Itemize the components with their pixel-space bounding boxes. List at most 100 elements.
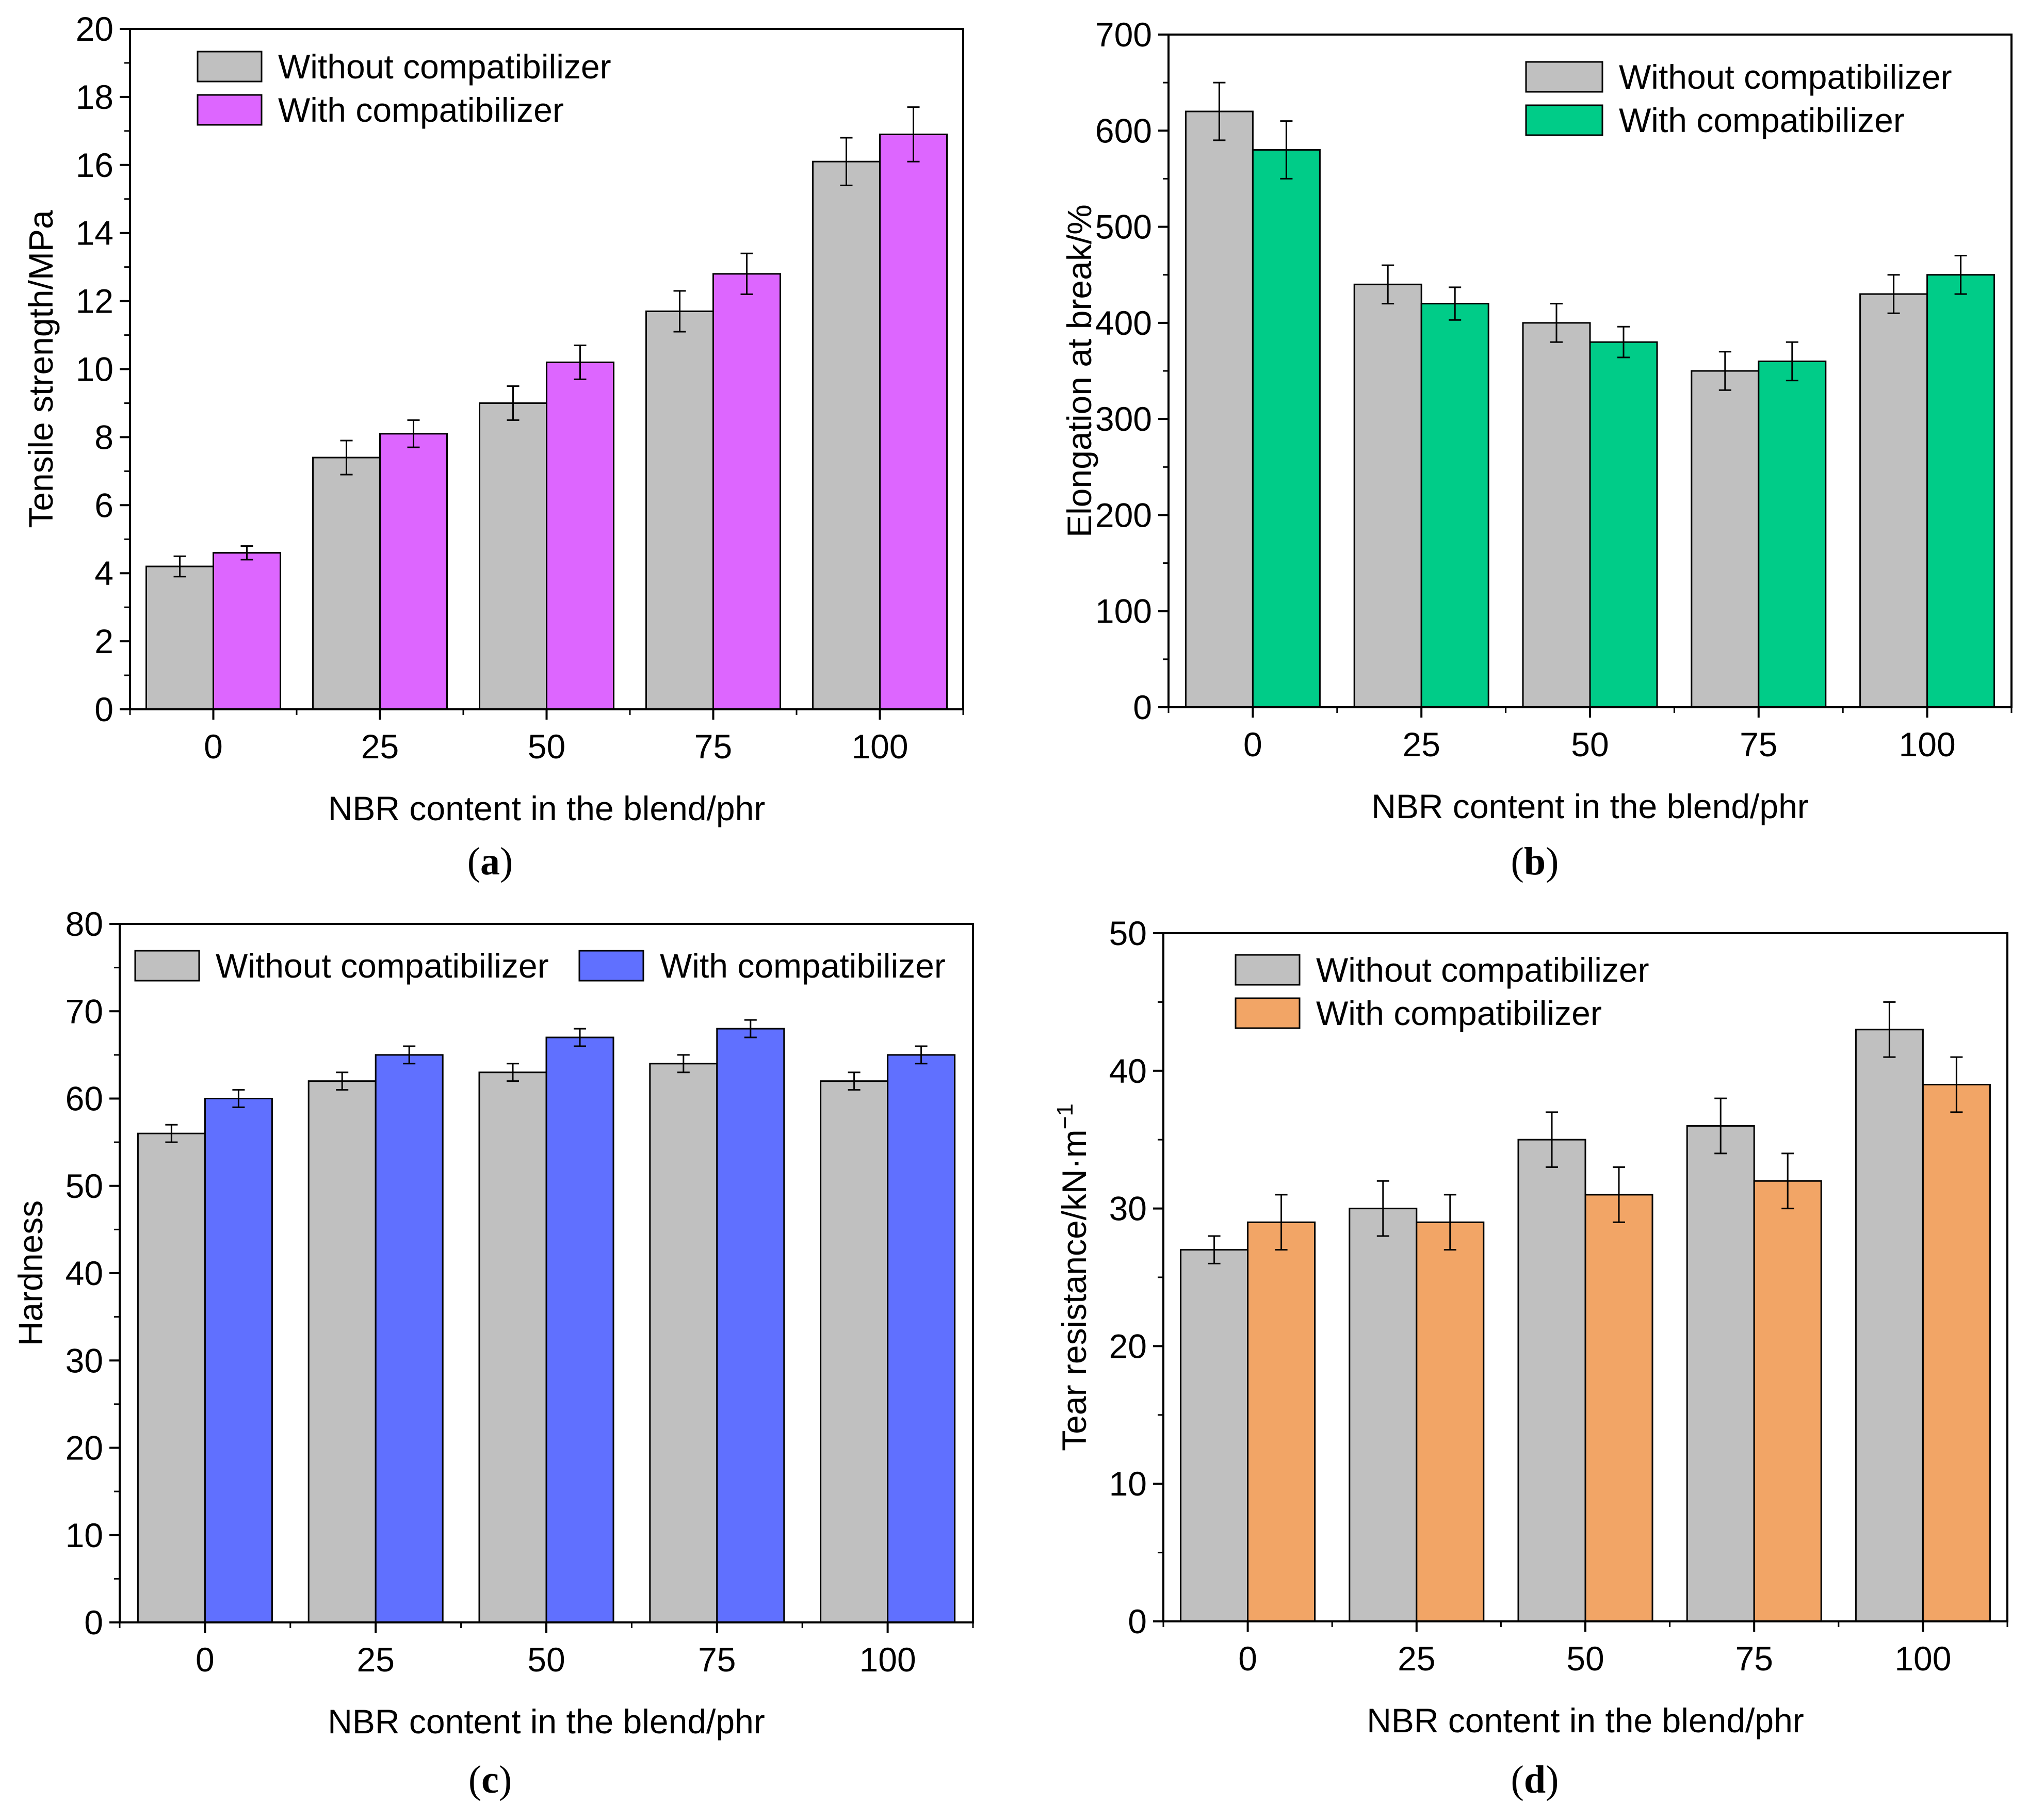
x-tick-label: 75 (1740, 725, 1777, 763)
x-tick-label: 50 (527, 1640, 565, 1679)
bar-with-compatibilizer-25 (379, 433, 448, 710)
bar-without-compatibilizer-0 (1180, 1249, 1249, 1622)
error-bar (840, 137, 853, 186)
x-tick-label: 0 (1238, 1639, 1257, 1678)
error-bar (744, 1019, 757, 1038)
bar-with-compatibilizer-100 (879, 133, 948, 710)
y-axis-title: Hardness (11, 1200, 50, 1346)
y-tick-label: 600 (1095, 111, 1152, 150)
error-bar (407, 419, 420, 448)
legend-swatch-without (134, 950, 200, 982)
y-tick-label: 40 (1109, 1052, 1147, 1090)
bar-without-compatibilizer-100 (1859, 293, 1928, 708)
legend-swatch-without (197, 51, 263, 83)
bar-without-compatibilizer-25 (1349, 1208, 1418, 1622)
bar-without-compatibilizer-75 (649, 1063, 718, 1623)
bar-with-compatibilizer-75 (1753, 1180, 1822, 1622)
caption-paren-close: ) (1546, 840, 1559, 883)
x-tick-label: 25 (1402, 725, 1440, 763)
chart-panel-d: 0 10 20 30 40 50 0 25 50 75 100 NBR content in the … (1052, 914, 2008, 1801)
caption-paren-open: ( (467, 840, 480, 883)
error-bar (1550, 303, 1563, 343)
error-bar (165, 1124, 178, 1143)
legend-swatch-with (197, 94, 263, 126)
error-bar (1950, 1056, 1963, 1113)
x-tick-label: 0 (204, 727, 223, 766)
bar-with-compatibilizer-50 (1589, 341, 1658, 708)
y-tick-label: 200 (1095, 496, 1152, 534)
error-bar (1208, 1235, 1221, 1264)
legend-label-with: With compatibilizer (278, 91, 564, 129)
bar-without-compatibilizer-100 (812, 160, 881, 710)
y-tick-label: 400 (1095, 304, 1152, 342)
x-tick-label: 0 (1243, 725, 1262, 763)
caption-paren-close: ) (499, 1758, 512, 1801)
y-axis-title: Elongation at break/% (1060, 204, 1098, 538)
bar-without-compatibilizer-75 (1691, 370, 1760, 708)
y-tick-label: 100 (1095, 592, 1152, 630)
error-bar (1443, 1194, 1456, 1251)
x-tick-label: 25 (356, 1640, 394, 1679)
error-bar (173, 555, 186, 578)
caption-paren-open: ( (1511, 840, 1524, 883)
legend-swatch-with (578, 950, 644, 982)
legend-label-with: With compatibilizer (660, 947, 946, 985)
y-tick-label: 10 (76, 350, 113, 388)
x-axis-title: NBR content in the blend/phr (328, 789, 766, 827)
y-tick-label: 2 (94, 622, 113, 660)
y-tick-label: 20 (1109, 1327, 1147, 1365)
x-tick-label: 100 (1899, 725, 1956, 763)
legend-label-without: Without compatibilizer (1619, 58, 1952, 96)
legend: Without compatibilizer With compatibilize… (134, 947, 946, 985)
bar-without-compatibilizer-50 (1517, 1139, 1586, 1622)
y-tick-label: 70 (66, 992, 103, 1030)
y-axis-title-text: Tear resistance/kN·m (1055, 1129, 1093, 1451)
y-tick-label: 14 (76, 214, 113, 252)
y-tick-label: 0 (1133, 688, 1152, 726)
error-bar (1887, 274, 1900, 314)
error-bar (1382, 264, 1394, 305)
y-tick-label: 0 (1128, 1602, 1147, 1640)
caption-paren-open: ( (468, 1758, 481, 1801)
error-bar (340, 440, 353, 476)
error-bar (673, 290, 686, 333)
y-tick-label: 10 (66, 1516, 103, 1554)
x-axis-title: NBR content in the blend/phr (1371, 787, 1809, 825)
y-tick-label: 16 (76, 146, 113, 184)
bar-with-compatibilizer-75 (712, 273, 781, 710)
y-tick-label: 30 (66, 1341, 103, 1379)
bar-without-compatibilizer-50 (479, 402, 547, 710)
x-tick-label: 25 (1398, 1639, 1435, 1678)
bar-without-compatibilizer-25 (1353, 283, 1422, 708)
caption-paren-open: ( (1511, 1758, 1524, 1801)
error-bar (232, 1089, 245, 1108)
x-tick-label: 25 (361, 727, 399, 766)
x-tick-label: 0 (196, 1640, 215, 1679)
y-tick-label: 30 (1109, 1190, 1147, 1228)
panel-caption: (a) (467, 840, 513, 883)
bar-without-compatibilizer-25 (307, 1080, 377, 1623)
bar-with-compatibilizer-50 (546, 361, 614, 710)
panel-caption: (d) (1511, 1758, 1559, 1801)
chart-panel-c: 0 10 20 30 40 50 60 70 80 0 25 50 75 100 NBR content i… (11, 905, 974, 1801)
bar-without-compatibilizer-0 (145, 565, 214, 710)
bar-with-compatibilizer-25 (1416, 1221, 1485, 1622)
y-tick-label: 8 (94, 418, 113, 456)
bar-without-compatibilizer-25 (312, 457, 381, 710)
error-bar (1613, 1166, 1625, 1223)
bar-with-compatibilizer-100 (1922, 1083, 1991, 1622)
error-bar (507, 1063, 519, 1082)
y-tick-label: 300 (1095, 400, 1152, 438)
x-tick-label: 100 (851, 727, 908, 766)
bar-without-compatibilizer-100 (1855, 1029, 1924, 1622)
error-bar (1786, 341, 1798, 382)
y-tick-label: 50 (1109, 914, 1147, 952)
bar-without-compatibilizer-50 (478, 1071, 547, 1623)
x-tick-label: 100 (1894, 1639, 1951, 1678)
y-tick-label: 0 (84, 1603, 103, 1642)
legend-label-with: With compatibilizer (1619, 101, 1905, 139)
error-bar (507, 385, 520, 421)
bar-with-compatibilizer-0 (213, 552, 281, 710)
x-tick-label: 50 (528, 727, 565, 766)
bar-with-compatibilizer-75 (1758, 360, 1827, 708)
